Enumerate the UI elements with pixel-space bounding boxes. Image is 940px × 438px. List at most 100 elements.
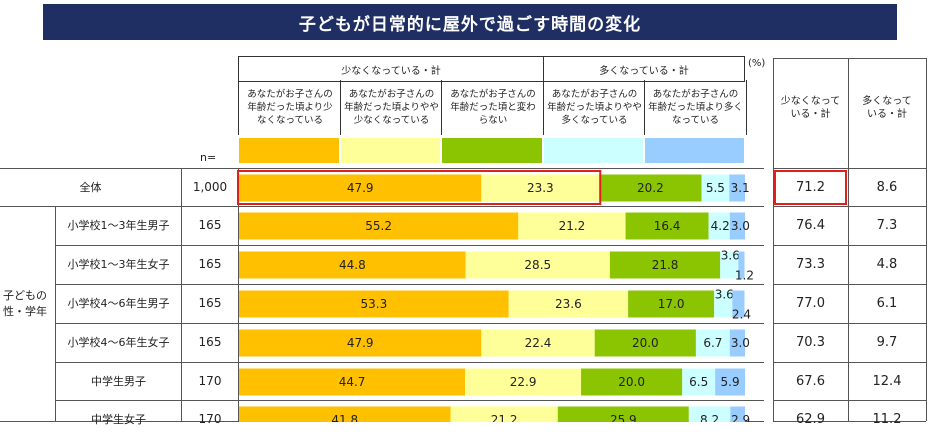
less-total-value: 70.3 xyxy=(796,334,825,350)
stacked-bar-chart: 47.9 23.3 20.2 5.5 3.155.2 21.2 16.4 4.2 3.044.8… xyxy=(237,170,847,422)
data-label: 3.1 xyxy=(731,181,750,195)
data-label: 47.9 xyxy=(347,181,374,195)
bar-segment xyxy=(738,251,745,279)
bar-segment xyxy=(239,406,451,422)
n-value: 165 xyxy=(198,335,222,349)
less-total-value: 67.6 xyxy=(796,373,825,389)
data-label: 2.9 xyxy=(731,413,750,422)
series-header-3: あなたがお子さんの 年齢だった頃と変わ らない xyxy=(441,80,544,135)
row-label: 小学校1～3年生女子 xyxy=(67,258,170,271)
more-total-value: 7.3 xyxy=(876,217,898,233)
row-label: 中学生男子 xyxy=(91,375,146,388)
grid-line xyxy=(773,58,774,421)
bar-segment xyxy=(465,251,610,279)
header-group-less: 少なくなっている・計 xyxy=(238,56,543,82)
data-label: 1.2 xyxy=(735,269,754,283)
series-header-4: あなたがお子さんの 年齢だった頃よりやや 多くなっている xyxy=(543,80,645,135)
grid-line xyxy=(773,400,926,401)
data-label: 44.7 xyxy=(339,375,366,389)
grid-line xyxy=(773,58,926,59)
grid-line xyxy=(55,245,764,246)
grid-line xyxy=(0,168,764,169)
data-label: 21.8 xyxy=(652,258,679,272)
data-label: 16.4 xyxy=(654,219,681,233)
data-label: 3.6 xyxy=(715,288,734,302)
grid-line xyxy=(55,323,764,324)
percent-unit: (%) xyxy=(748,58,766,69)
data-label: 5.9 xyxy=(721,375,740,389)
data-label: 4.2 xyxy=(711,219,730,233)
data-label: 6.5 xyxy=(689,375,708,389)
bar-segment xyxy=(239,329,482,357)
grid-line xyxy=(773,323,926,324)
bar-segment xyxy=(239,174,482,202)
bar-segment xyxy=(557,406,689,422)
highlight-box-less-total xyxy=(774,170,847,205)
bar-segment xyxy=(688,406,731,422)
grid-line xyxy=(773,168,926,169)
row-label: 小学校1～3年生男子 xyxy=(67,219,170,232)
data-label: 5.5 xyxy=(706,181,725,195)
bar-segment xyxy=(732,290,745,318)
total-header-more: 多くなって いる・計 xyxy=(862,95,912,120)
row-label: 小学校4～6年生男子 xyxy=(67,297,170,310)
bar-segment xyxy=(715,368,745,396)
bar-segment xyxy=(609,251,721,279)
more-total-value: 12.4 xyxy=(872,373,902,389)
bar-segment xyxy=(481,329,595,357)
n-value: 1,000 xyxy=(192,180,228,194)
bar-segment xyxy=(465,368,582,396)
bar-segment xyxy=(599,174,702,202)
grid-line xyxy=(55,362,764,363)
less-total-value: 73.3 xyxy=(796,256,825,272)
bar-segment xyxy=(720,251,739,279)
grid-line xyxy=(773,206,926,207)
row-label: 小学校4～6年生女子 xyxy=(67,336,170,349)
grid-line xyxy=(773,245,926,246)
grid-line xyxy=(0,206,764,207)
series-header-1: あなたがお子さんの 年齢だった頃より少 なくなっている xyxy=(238,80,341,135)
bar-segment xyxy=(239,251,466,279)
bar-segment xyxy=(518,212,626,240)
grid-line xyxy=(773,284,926,285)
chart-title: 子どもが日常的に屋外で過ごす時間の変化 xyxy=(43,4,897,40)
less-total-value: 77.0 xyxy=(796,295,825,311)
n-value: 170 xyxy=(198,374,222,388)
data-label: 3.0 xyxy=(731,336,750,350)
less-total-value: 71.2 xyxy=(796,179,825,195)
bar-segment xyxy=(481,174,600,202)
data-label: 6.7 xyxy=(703,336,722,350)
legend-swatch-1 xyxy=(239,138,339,163)
bar-segment xyxy=(594,329,696,357)
legend-swatch-5 xyxy=(645,138,744,163)
n-value: 165 xyxy=(198,296,222,310)
data-label: 20.0 xyxy=(632,336,659,350)
n-value: 165 xyxy=(198,257,222,271)
data-label: 8.2 xyxy=(700,413,719,422)
total-header-less: 少なくなって いる・計 xyxy=(780,95,841,120)
data-label: 22.4 xyxy=(525,336,552,350)
bar-segment xyxy=(450,406,558,422)
bar-segment xyxy=(628,290,715,318)
more-total-value: 8.6 xyxy=(876,179,898,195)
bar-segment xyxy=(730,406,745,422)
highlight-box-less-bars xyxy=(237,170,602,205)
data-label: 21.2 xyxy=(559,219,586,233)
series-header-2: あなたがお子さんの 年齢だった頃よりやや 少なくなっている xyxy=(340,80,442,135)
legend-swatch-4 xyxy=(544,138,643,163)
data-label: 41.8 xyxy=(331,413,358,422)
bar-segment xyxy=(581,368,683,396)
grid-line xyxy=(773,362,926,363)
data-label: 21.2 xyxy=(491,413,518,422)
data-label: 20.0 xyxy=(618,375,645,389)
bar-segment xyxy=(239,212,519,240)
legend-swatch-2 xyxy=(341,138,440,163)
row-label: 全体 xyxy=(79,181,102,194)
data-label: 20.2 xyxy=(637,181,664,195)
grid-line xyxy=(926,58,927,421)
n-value: 165 xyxy=(198,218,222,232)
data-label: 23.6 xyxy=(555,297,582,311)
data-label: 47.9 xyxy=(347,336,374,350)
grid-line xyxy=(238,168,239,421)
more-total-value: 4.8 xyxy=(876,256,898,272)
